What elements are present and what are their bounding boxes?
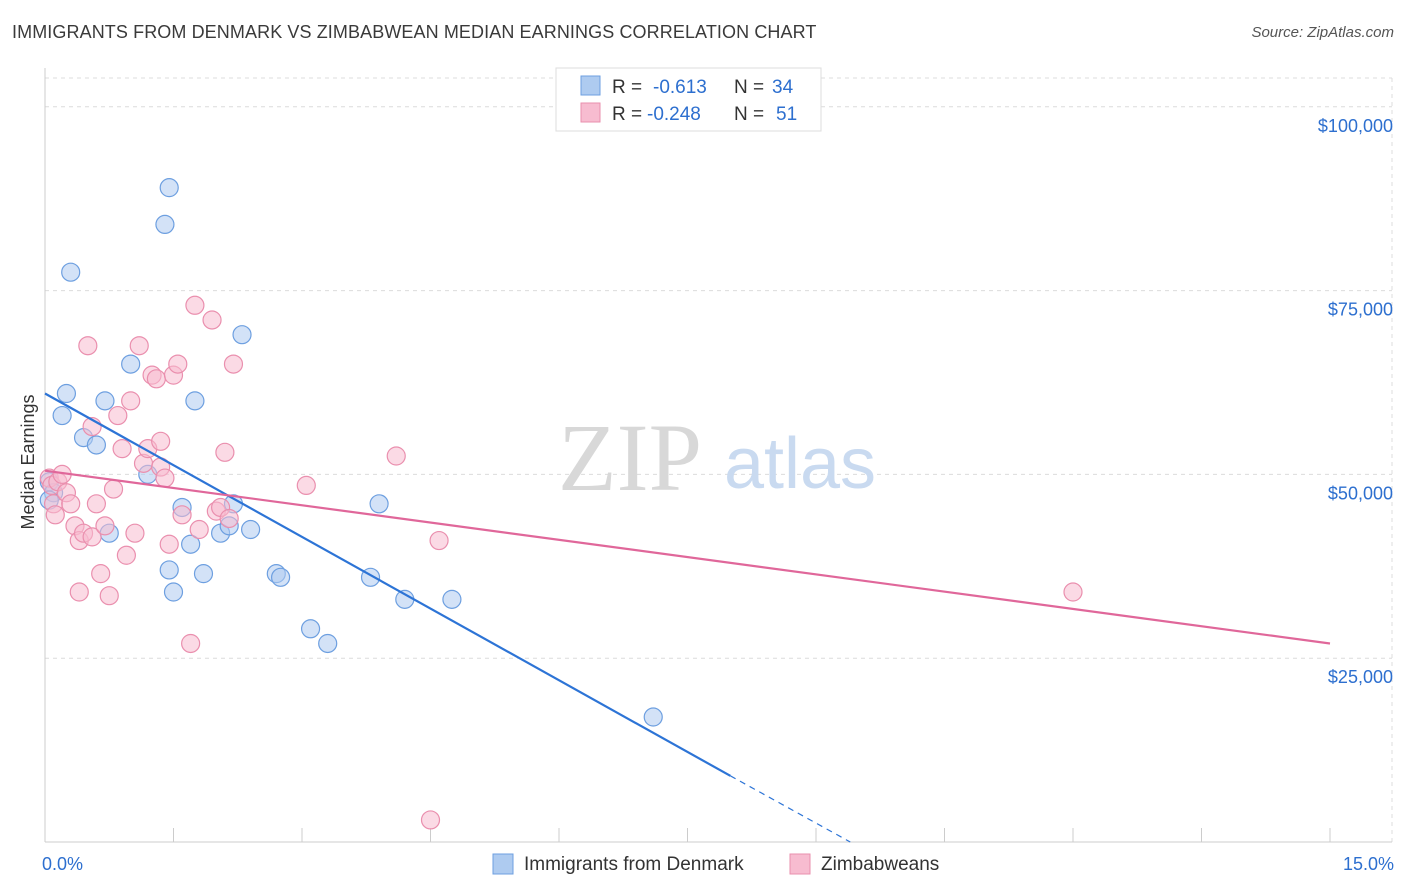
zimbabwe-point-7 <box>61 494 81 514</box>
watermark-atlas: atlas <box>724 424 876 504</box>
denmark-point-19 <box>193 564 214 584</box>
denmark-point-26 <box>270 567 291 587</box>
denmark-point-27 <box>300 619 321 639</box>
legend-swatch-zimbabweans <box>789 853 811 875</box>
denmark-point-3 <box>52 405 72 426</box>
zimbabwe-point-22 <box>116 545 136 565</box>
denmark-point-7 <box>86 435 107 455</box>
zimbabwe-point-44 <box>219 508 239 529</box>
y-tick-label-0: $25,000 <box>1328 667 1393 687</box>
zimbabwe-point-16 <box>91 564 111 584</box>
stats-n-value-1: 51 <box>776 104 797 125</box>
zimbabwe-point-24 <box>125 523 145 543</box>
denmark-point-33 <box>643 707 663 727</box>
denmark-point-12 <box>155 214 175 234</box>
zimbabwe-point-40 <box>202 310 222 330</box>
y-tick-label-2: $75,000 <box>1328 300 1393 320</box>
denmark-point-30 <box>369 494 389 514</box>
source-credit: Source: ZipAtlas.com <box>1251 24 1394 41</box>
denmark-point-32 <box>442 589 462 609</box>
denmark-point-14 <box>159 560 179 580</box>
denmark-trend-line <box>44 392 731 777</box>
denmark-point-8 <box>95 391 115 411</box>
x-tick-label-0: 0.0% <box>42 854 83 874</box>
trend-lines <box>44 392 1331 843</box>
denmark-point-10 <box>121 354 141 374</box>
zimbabwe-point-37 <box>181 633 201 654</box>
zimbabwe-point-23 <box>121 391 141 411</box>
zimbabwe-point-48 <box>420 810 441 830</box>
zimbabwe-point-14 <box>82 527 102 547</box>
zimbabwe-point-36 <box>172 505 192 525</box>
stats-r-label-0: R = <box>612 77 642 98</box>
legend-swatch-denmark <box>492 853 514 875</box>
gridlines <box>45 77 1393 842</box>
stats-r-label-1: R = <box>612 104 642 125</box>
zimbabwe-point-20 <box>108 405 128 426</box>
denmark-point-15 <box>159 178 179 198</box>
zimbabwe-point-19 <box>103 479 124 499</box>
y-tick-label-3: $100,000 <box>1318 116 1393 136</box>
zimbabwe-point-43 <box>215 442 235 462</box>
zimbabwe-point-29 <box>146 369 166 389</box>
stats-n-label-1: N = <box>734 104 764 125</box>
legend-label-zimbabweans: Zimbabweans <box>821 854 939 875</box>
zimbabwe-point-25 <box>129 336 149 356</box>
denmark-point-17 <box>181 534 201 554</box>
denmark-point-18 <box>185 391 205 411</box>
x-tick-label-1: 15.0% <box>1343 854 1394 874</box>
series-legend: Immigrants from Denmark Zimbabweans <box>492 853 939 875</box>
data-points <box>39 178 1083 830</box>
zimbabwe-point-12 <box>78 336 98 356</box>
denmark-point-13 <box>163 582 184 602</box>
stats-swatch-denmark <box>580 75 601 96</box>
stats-n-label-0: N = <box>734 77 764 98</box>
stats-swatch-zimbabweans <box>580 102 601 123</box>
zimbabwe-point-10 <box>69 582 89 602</box>
zimbabwe-point-50 <box>1063 582 1083 602</box>
zimbabwe-point-32 <box>155 468 175 488</box>
watermark: ZIP atlas <box>558 404 876 511</box>
axes <box>44 68 1392 843</box>
denmark-trend-extension <box>730 775 851 843</box>
y-tick-labels: $25,000 $50,000 $75,000 $100,000 <box>1318 116 1393 687</box>
zimbabwe-point-30 <box>151 431 171 451</box>
zimbabwe-point-46 <box>296 475 316 496</box>
zimbabwe-point-39 <box>189 519 209 540</box>
y-tick-label-1: $50,000 <box>1328 483 1393 503</box>
zimbabwe-point-3 <box>45 505 65 525</box>
zimbabwe-trend-line <box>44 469 1331 645</box>
stats-r-value-0: -0.613 <box>653 77 707 98</box>
denmark-point-4 <box>56 383 77 404</box>
zimbabwe-point-17 <box>95 516 115 536</box>
zimbabwe-point-49 <box>429 530 449 551</box>
zimbabwe-point-18 <box>99 586 119 606</box>
denmark-point-5 <box>61 262 81 282</box>
zimbabwe-point-15 <box>86 494 107 514</box>
zimbabwe-point-21 <box>112 439 132 459</box>
legend-label-denmark: Immigrants from Denmark <box>524 854 744 875</box>
denmark-point-24 <box>241 519 261 540</box>
zimbabwe-point-35 <box>168 354 188 374</box>
stats-n-value-0: 34 <box>772 77 794 98</box>
x-tick-labels: 0.0% 15.0% <box>42 854 1394 874</box>
zimbabwe-point-33 <box>159 534 179 554</box>
stats-r-value-1: -0.248 <box>647 104 701 125</box>
chart-title: IMMIGRANTS FROM DENMARK VS ZIMBABWEAN ME… <box>12 22 817 42</box>
watermark-zip: ZIP <box>558 404 702 511</box>
denmark-point-28 <box>318 633 338 654</box>
y-axis-title: Median Earnings <box>18 394 38 529</box>
zimbabwe-point-45 <box>223 354 244 374</box>
denmark-point-23 <box>232 325 252 345</box>
zimbabwe-point-47 <box>386 446 406 466</box>
zimbabwe-point-38 <box>185 295 205 315</box>
stats-legend: R = -0.613 N = 34 R = -0.248 N = 51 <box>555 67 822 132</box>
